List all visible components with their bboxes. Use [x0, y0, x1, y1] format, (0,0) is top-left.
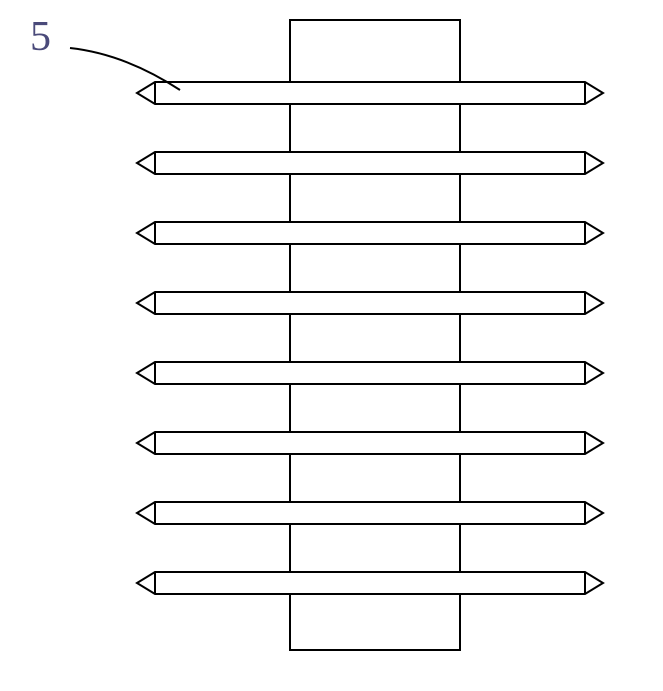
- rod: [137, 502, 603, 524]
- rod: [137, 82, 603, 104]
- rod: [137, 432, 603, 454]
- technical-diagram: [0, 0, 663, 686]
- diagram-container: 5: [0, 0, 663, 686]
- callout-label: 5: [30, 13, 51, 61]
- rod: [137, 362, 603, 384]
- rod: [137, 222, 603, 244]
- rod: [137, 152, 603, 174]
- rod: [137, 292, 603, 314]
- rod: [137, 572, 603, 594]
